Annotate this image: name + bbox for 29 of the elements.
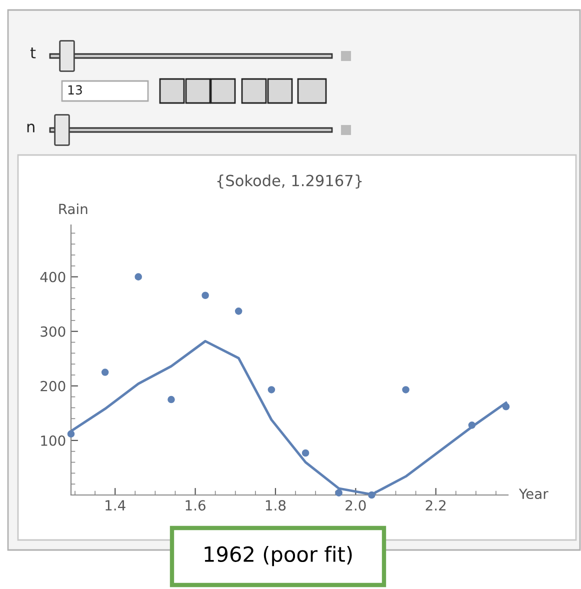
x-tick-label: 2.0 xyxy=(346,500,366,511)
chart-title: {Sokode, 1.29167} xyxy=(217,174,362,189)
point xyxy=(268,386,276,394)
text: 1962 (poor fit) xyxy=(204,546,352,566)
text: t xyxy=(30,47,36,58)
x-tick-label: 2.2 xyxy=(426,500,446,510)
text: n xyxy=(27,124,34,132)
y-tick-label: 400 xyxy=(40,272,66,282)
point xyxy=(67,430,75,438)
point xyxy=(402,386,410,394)
y-axis-title: Rain xyxy=(59,203,88,214)
point xyxy=(368,491,376,499)
point xyxy=(168,396,175,404)
point xyxy=(502,402,510,410)
x-tick-label: 1.6 xyxy=(186,500,206,511)
point xyxy=(302,449,310,457)
x-tick-label: 1.8 xyxy=(266,500,286,511)
point xyxy=(202,292,209,300)
point xyxy=(335,489,342,496)
point xyxy=(134,273,142,280)
y-tick-label: 200 xyxy=(40,380,66,392)
point xyxy=(468,422,476,429)
x-tick-label: 1.4 xyxy=(106,500,126,510)
y-tick-label: 100 xyxy=(41,435,66,446)
x-axis-title: Year xyxy=(518,488,548,500)
text: 13 xyxy=(68,85,82,95)
point xyxy=(234,308,242,315)
point xyxy=(101,368,109,376)
y-tick-label: 300 xyxy=(40,326,66,337)
